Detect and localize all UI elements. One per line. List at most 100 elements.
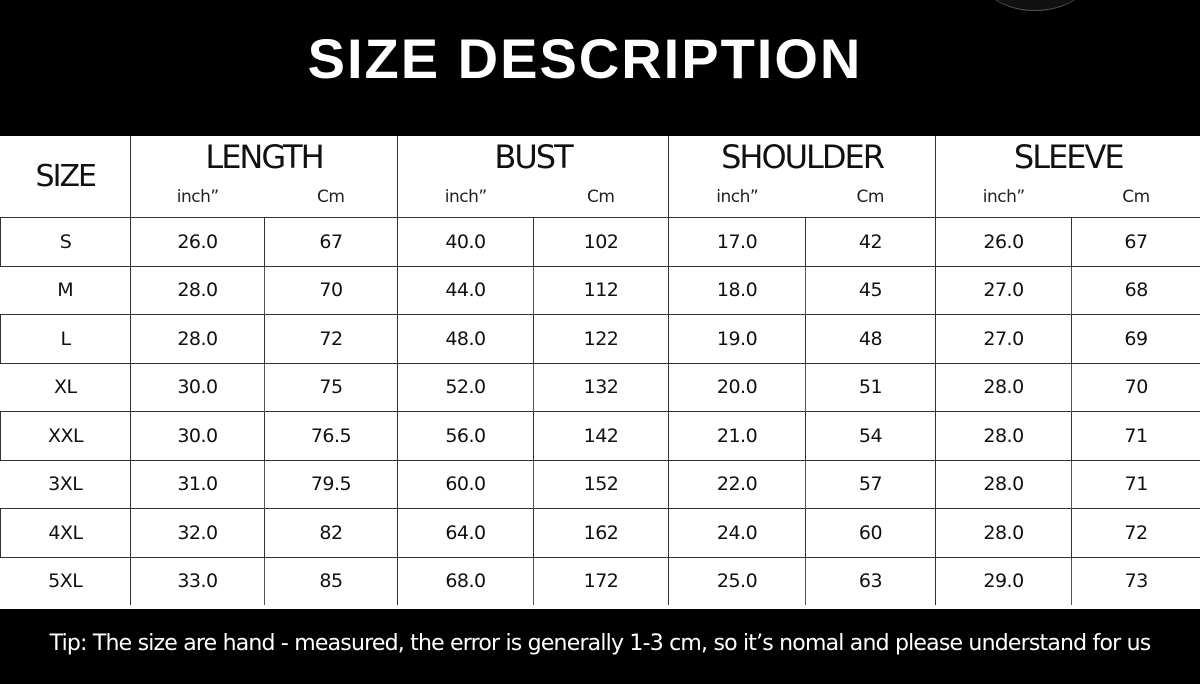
inch-cell: 30.0 <box>130 411 265 461</box>
inch-cell: 20.0 <box>668 363 806 412</box>
table-row: XXL 30.0 76.5 56.0 142 21.0 54 28.0 71 <box>0 411 1200 461</box>
inch-cell: 68.0 <box>397 557 534 605</box>
cm-cell: 68 <box>1071 266 1200 315</box>
inch-cell: 21.0 <box>668 411 806 461</box>
cm-cell: 63 <box>805 557 936 605</box>
table-row: 4XL 32.0 82 64.0 162 24.0 60 28.0 72 <box>0 508 1200 558</box>
inch-cell: 28.0 <box>935 411 1072 461</box>
cm-cell: 72 <box>264 314 398 364</box>
size-header: SIZE <box>35 159 97 194</box>
table-row: L 28.0 72 48.0 122 19.0 48 27.0 69 <box>0 314 1200 364</box>
unit-inch: inch” <box>397 176 534 218</box>
unit-inch: inch” <box>130 176 265 218</box>
size-table: SIZE LENGTH BUST SHOULDER SLEEVE inch” C… <box>0 136 1200 605</box>
inch-cell: 28.0 <box>935 363 1072 412</box>
unit-inch: inch” <box>935 176 1072 218</box>
cm-cell: 57 <box>805 460 936 509</box>
inch-cell: 25.0 <box>668 557 806 605</box>
inch-cell: 32.0 <box>130 508 265 558</box>
cm-cell: 132 <box>532 363 669 412</box>
title-banner: SIZE DESCRIPTION <box>0 0 1200 136</box>
cm-cell: 75 <box>264 363 398 412</box>
inch-cell: 26.0 <box>935 217 1072 267</box>
cm-cell: 67 <box>1071 217 1200 267</box>
cm-cell: 79.5 <box>264 460 398 509</box>
cm-cell: 76.5 <box>264 411 398 461</box>
unit-row: inch” Cm inch” Cm inch” Cm inch” Cm <box>1 176 1200 218</box>
inch-cell: 29.0 <box>935 557 1072 605</box>
unit-cm: Cm <box>856 186 885 207</box>
inch-cell: 17.0 <box>668 217 806 267</box>
measurement-tip: Tip: The size are hand - measured, the e… <box>49 631 1152 656</box>
page-title: SIZE DESCRIPTION <box>307 27 863 90</box>
inch-cell: 30.0 <box>130 363 265 412</box>
footer-banner: Tip: The size are hand - measured, the e… <box>0 609 1200 684</box>
inch-cell: 19.0 <box>668 314 806 364</box>
table-row: 3XL 31.0 79.5 60.0 152 22.0 57 28.0 71 <box>1 460 1200 509</box>
inch-cell: 24.0 <box>668 508 806 558</box>
unit-cm: Cm <box>317 186 345 207</box>
inch-cell: 28.0 <box>935 508 1072 558</box>
cm-cell: 73 <box>1071 557 1200 605</box>
cm-cell: 142 <box>532 411 669 461</box>
cm-cell: 152 <box>532 460 669 509</box>
size-cell: 4XL <box>0 508 131 558</box>
table-row: S 26.0 67 40.0 102 17.0 42 26.0 67 <box>0 217 1200 267</box>
cm-cell: 85 <box>264 557 398 605</box>
cm-cell: 70 <box>1071 363 1200 412</box>
unit-cm: Cm <box>1122 186 1150 207</box>
decorative-circle <box>980 0 1090 11</box>
length-header: LENGTH <box>130 136 398 176</box>
inch-cell: 52.0 <box>397 363 534 412</box>
cm-cell: 60 <box>805 508 936 558</box>
inch-cell: 22.0 <box>668 460 806 509</box>
inch-cell: 64.0 <box>397 508 534 558</box>
size-cell: 5XL <box>48 570 83 593</box>
cm-cell: 54 <box>805 411 936 461</box>
cm-cell: 70 <box>264 266 398 315</box>
inch-cell: 44.0 <box>397 266 534 315</box>
inch-cell: 40.0 <box>397 217 534 267</box>
unit-cm: Cm <box>587 186 615 207</box>
inch-cell: 56.0 <box>397 411 534 461</box>
cm-cell: 67 <box>264 217 398 267</box>
inch-cell: 28.0 <box>130 314 265 364</box>
unit-inch: inch” <box>668 176 806 218</box>
sleeve-header: SLEEVE <box>935 136 1200 176</box>
bust-header: BUST <box>396 136 669 176</box>
cm-cell: 172 <box>532 557 669 605</box>
cm-cell: 122 <box>532 314 669 364</box>
cm-cell: 42 <box>805 217 936 267</box>
cm-cell: 48 <box>805 314 936 364</box>
size-cell: XXL <box>0 411 131 461</box>
size-cell: S <box>0 217 131 267</box>
cm-cell: 162 <box>532 508 669 558</box>
size-cell: L <box>0 314 131 364</box>
inch-cell: 28.0 <box>130 266 265 315</box>
cm-cell: 69 <box>1071 314 1200 364</box>
size-cell: XL <box>53 376 77 399</box>
size-table-container: SIZE LENGTH BUST SHOULDER SLEEVE inch” C… <box>0 136 1200 609</box>
header-row: SIZE LENGTH BUST SHOULDER SLEEVE <box>1 136 1200 194</box>
cm-cell: 102 <box>532 217 669 267</box>
cm-cell: 45 <box>805 266 936 315</box>
inch-cell: 48.0 <box>397 314 534 364</box>
inch-cell: 18.0 <box>668 266 806 315</box>
cm-cell: 82 <box>264 508 398 558</box>
table-row: 5XL 33.0 85 68.0 172 25.0 63 29.0 73 <box>1 557 1200 605</box>
inch-cell: 28.0 <box>935 460 1072 509</box>
inch-cell: 27.0 <box>935 314 1072 364</box>
size-cell: 3XL <box>48 473 83 496</box>
inch-cell: 33.0 <box>130 557 265 605</box>
inch-cell: 60.0 <box>397 460 534 509</box>
table-row: XL 30.0 75 52.0 132 20.0 51 28.0 70 <box>1 363 1200 412</box>
cm-cell: 112 <box>532 266 669 315</box>
cm-cell: 51 <box>805 363 936 412</box>
shoulder-header: SHOULDER <box>668 136 936 176</box>
inch-cell: 26.0 <box>130 217 265 267</box>
cm-cell: 71 <box>1071 411 1200 461</box>
cm-cell: 71 <box>1071 460 1200 509</box>
inch-cell: 31.0 <box>130 460 265 509</box>
size-cell: M <box>57 279 74 302</box>
cm-cell: 72 <box>1071 508 1200 558</box>
